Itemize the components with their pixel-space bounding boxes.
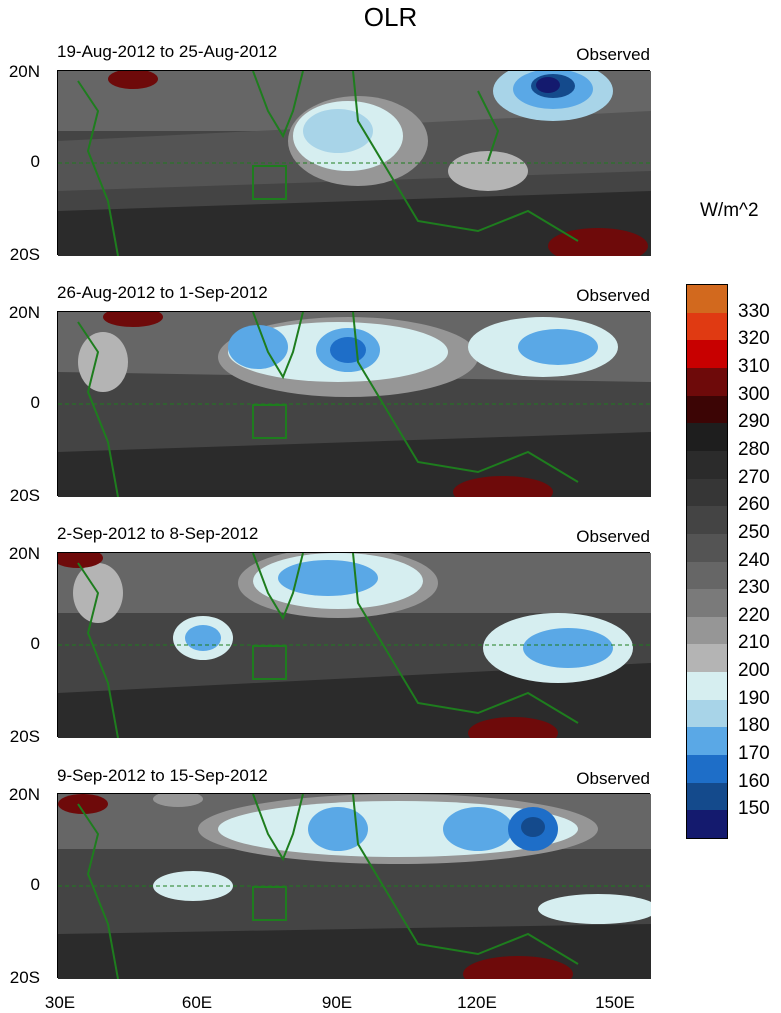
panel-1-ylabel-20s: 20S — [9, 245, 40, 264]
colorbar-segment — [687, 727, 727, 756]
colorbar — [686, 284, 728, 839]
panel-4-period: 9-Sep-2012 to 15-Sep-2012 — [57, 766, 268, 785]
colorbar-segment — [687, 478, 727, 507]
colorbar-level-label: 180 — [738, 715, 770, 737]
colorbar-level-label: 160 — [738, 770, 770, 792]
colorbar-level-label: 240 — [738, 549, 770, 571]
panel-4-ylabel-20s: 20S — [9, 968, 40, 987]
panel-1-map — [57, 70, 651, 256]
colorbar-level-label: 200 — [738, 660, 770, 682]
colorbar-level-label: 190 — [738, 687, 770, 709]
panel-3-period: 2-Sep-2012 to 8-Sep-2012 — [57, 524, 259, 543]
colorbar-segment — [687, 810, 727, 839]
panel-1-label: Observed — [576, 45, 650, 64]
colorbar-segment — [687, 589, 727, 618]
colorbar-segment — [687, 395, 727, 424]
colorbar-segment — [687, 506, 727, 535]
colorbar-segment — [687, 285, 727, 314]
xlabel-30e: 30E — [44, 993, 76, 1012]
panel-3-ylabel-20n: 20N — [8, 544, 40, 563]
colorbar-segment — [687, 616, 727, 645]
panel-2-period: 26-Aug-2012 to 1-Sep-2012 — [57, 283, 268, 302]
panel-3-map-svg — [58, 553, 651, 738]
colorbar-segment — [687, 423, 727, 452]
colorbar-level-label: 310 — [738, 355, 770, 377]
xlabel-60e: 60E — [181, 993, 213, 1012]
colorbar-level-label: 170 — [738, 743, 770, 765]
panel-2-ylabel-20n: 20N — [8, 303, 40, 322]
panel-2-map — [57, 311, 651, 497]
colorbar-segment — [687, 340, 727, 369]
colorbar-segment — [687, 561, 727, 590]
colorbar-level-label: 220 — [738, 604, 770, 626]
colorbar-segment — [687, 533, 727, 562]
colorbar-level-label: 290 — [738, 411, 770, 433]
panel-3-ylabel-20s: 20S — [9, 727, 40, 746]
xlabel-120e: 120E — [457, 993, 497, 1012]
panel-2-ylabel-20s: 20S — [9, 486, 40, 505]
colorbar-units: W/m^2 — [700, 200, 759, 221]
colorbar-segment — [687, 450, 727, 480]
colorbar-level-label: 250 — [738, 521, 770, 543]
colorbar-segment — [687, 699, 727, 728]
panel-4-map — [57, 793, 651, 979]
colorbar-segment — [687, 644, 727, 673]
panel-1-ylabel-20n: 20N — [8, 62, 40, 81]
colorbar-level-label: 150 — [738, 798, 770, 820]
panel-4-map-svg — [58, 794, 651, 979]
panel-4-ylabel-20n: 20N — [8, 785, 40, 804]
panel-4-label: Observed — [576, 769, 650, 788]
panel-3-ylabel-0: 0 — [30, 634, 40, 653]
colorbar-segment — [687, 672, 727, 701]
figure-title: OLR — [363, 2, 418, 32]
colorbar-segment — [687, 367, 727, 397]
panel-1-map-svg — [58, 71, 651, 256]
panel-4-ylabel-0: 0 — [30, 875, 40, 894]
colorbar-level-label: 210 — [738, 632, 770, 654]
panel-2-map-svg — [58, 312, 651, 497]
panel-1-ylabel-0: 0 — [30, 152, 40, 171]
colorbar-segment — [687, 782, 727, 811]
colorbar-segment — [687, 755, 727, 784]
panel-2-ylabel-0: 0 — [30, 393, 40, 412]
colorbar-level-label: 320 — [738, 328, 770, 350]
panel-2-label: Observed — [576, 286, 650, 305]
colorbar-level-label: 260 — [738, 494, 770, 516]
panel-1-period: 19-Aug-2012 to 25-Aug-2012 — [57, 42, 278, 61]
colorbar-level-label: 230 — [738, 577, 770, 599]
colorbar-level-label: 300 — [738, 383, 770, 405]
xlabel-90e: 90E — [321, 993, 353, 1012]
colorbar-level-label: 330 — [738, 300, 770, 322]
colorbar-segment — [687, 312, 727, 341]
xlabel-150e: 150E — [595, 993, 635, 1012]
panel-3-map — [57, 552, 651, 738]
colorbar-level-label: 280 — [738, 438, 770, 460]
panel-3-label: Observed — [576, 527, 650, 546]
colorbar-level-label: 270 — [738, 466, 770, 488]
